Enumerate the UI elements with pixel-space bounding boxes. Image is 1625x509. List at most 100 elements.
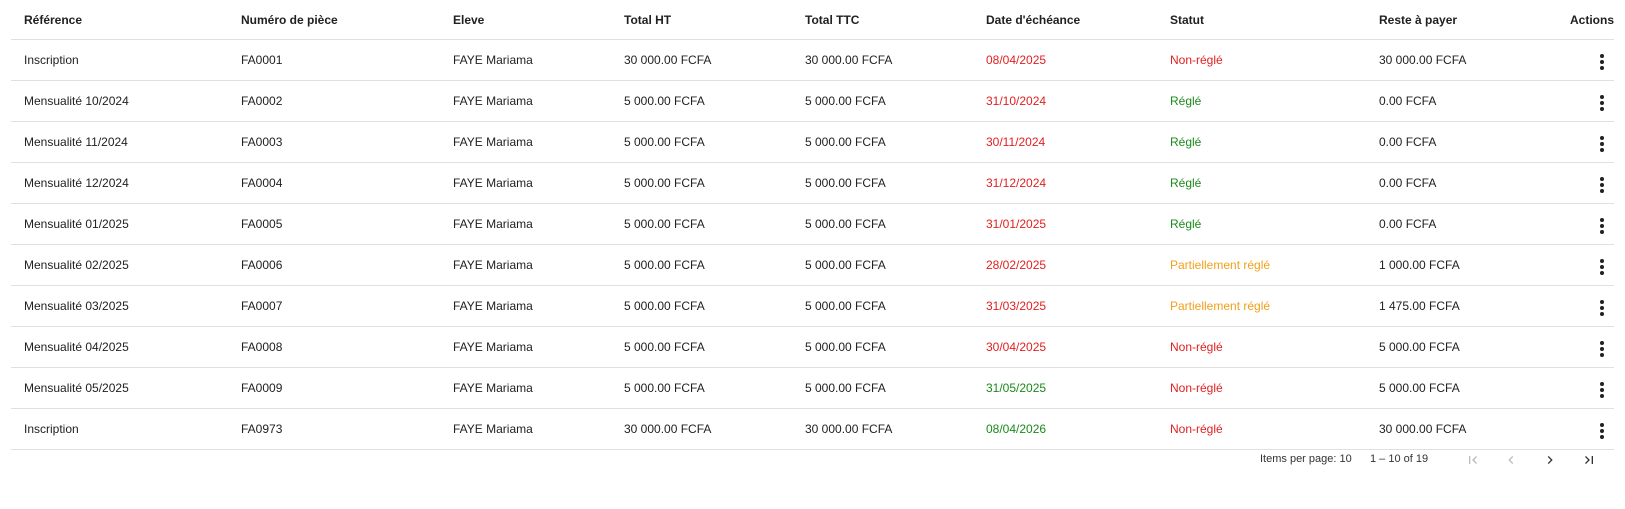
- paginator: Items per page: 10 1 – 10 of 19: [0, 453, 1625, 465]
- total-ht-cell: 5 000.00 FCFA: [624, 381, 705, 395]
- table-row[interactable]: Mensualité 11/2024 FA0003 FAYE Mariama 5 00…: [11, 122, 1614, 163]
- more-vert-icon: [1600, 53, 1604, 70]
- reference-cell: Mensualité 11/2024: [24, 135, 128, 149]
- header-total-ttc[interactable]: Total TTC: [805, 12, 860, 27]
- eleve-cell: FAYE Mariama: [453, 299, 533, 313]
- numero-cell: FA0008: [241, 340, 283, 354]
- more-vert-icon: [1600, 340, 1604, 357]
- total-ht-cell: 5 000.00 FCFA: [624, 340, 705, 354]
- eleve-cell: FAYE Mariama: [453, 381, 533, 395]
- numero-cell: FA0007: [241, 299, 283, 313]
- numero-cell: FA0973: [241, 422, 283, 436]
- chevron-right-icon: [1547, 456, 1553, 464]
- numero-cell: FA0009: [241, 381, 283, 395]
- echeance-cell: 30/04/2025: [986, 340, 1047, 354]
- previous-page-button[interactable]: [1499, 448, 1523, 472]
- eleve-cell: FAYE Mariama: [453, 422, 533, 436]
- actions-cell: [1556, 88, 1614, 115]
- row-actions-button[interactable]: [1590, 173, 1614, 197]
- last-page-button[interactable]: [1577, 448, 1601, 472]
- more-vert-icon: [1600, 381, 1604, 398]
- more-vert-icon: [1600, 258, 1604, 275]
- echeance-cell: 08/04/2026: [986, 422, 1047, 436]
- items-per-page[interactable]: Items per page: 10: [1260, 453, 1352, 465]
- actions-cell: [1556, 334, 1614, 361]
- echeance-cell: 31/03/2025: [986, 299, 1047, 313]
- eleve-cell: FAYE Mariama: [453, 176, 533, 190]
- reference-cell: Mensualité 01/2025: [24, 217, 129, 231]
- invoices-table: Référence Numéro de pièce Eleve Total HT…: [11, 0, 1614, 450]
- table-row[interactable]: Mensualité 03/2025 FA0007 FAYE Mariama 5 00…: [11, 286, 1614, 327]
- statut-cell: Réglé: [1170, 135, 1202, 149]
- row-actions-button[interactable]: [1590, 419, 1614, 443]
- eleve-cell: FAYE Mariama: [453, 94, 533, 108]
- table-row[interactable]: Mensualité 01/2025 FA0005 FAYE Mariama 5 00…: [11, 204, 1614, 245]
- row-actions-button[interactable]: [1590, 132, 1614, 156]
- row-actions-button[interactable]: [1590, 91, 1614, 115]
- numero-cell: FA0001: [241, 53, 283, 67]
- table-row[interactable]: Mensualité 05/2025 FA0009 FAYE Mariama 5 00…: [11, 368, 1614, 409]
- total-ttc-cell: 5 000.00 FCFA: [805, 135, 886, 149]
- items-per-page-value[interactable]: 10: [1339, 453, 1352, 465]
- numero-cell: FA0003: [241, 135, 283, 149]
- header-eleve[interactable]: Eleve: [453, 12, 485, 27]
- echeance-cell: 31/05/2025: [986, 381, 1047, 395]
- echeance-cell: 31/12/2024: [986, 176, 1047, 190]
- total-ttc-cell: 5 000.00 FCFA: [805, 381, 886, 395]
- reste-cell: 0.00 FCFA: [1379, 217, 1437, 231]
- reste-cell: 30 000.00 FCFA: [1379, 422, 1467, 436]
- table-row[interactable]: Inscription FA0001 FAYE Mariama 30 000.00 F…: [11, 40, 1614, 81]
- next-page-button[interactable]: [1538, 448, 1562, 472]
- statut-cell: Réglé: [1170, 217, 1202, 231]
- actions-cell: [1556, 129, 1614, 156]
- header-reste-a-payer[interactable]: Reste à payer: [1379, 12, 1458, 27]
- total-ttc-cell: 5 000.00 FCFA: [805, 176, 886, 190]
- table-row[interactable]: Inscription FA0973 FAYE Mariama 30 000.00 F…: [11, 409, 1614, 450]
- reference-cell: Mensualité 10/2024: [24, 94, 129, 108]
- echeance-cell: 08/04/2025: [986, 53, 1047, 67]
- table-row[interactable]: Mensualité 12/2024 FA0004 FAYE Mariama 5 00…: [11, 163, 1614, 204]
- table-row[interactable]: Mensualité 02/2025 FA0006 FAYE Mariama 5 00…: [11, 245, 1614, 286]
- total-ttc-cell: 5 000.00 FCFA: [805, 258, 886, 272]
- total-ttc-cell: 5 000.00 FCFA: [805, 217, 886, 231]
- reste-cell: 1 475.00 FCFA: [1379, 299, 1460, 313]
- row-actions-button[interactable]: [1590, 255, 1614, 279]
- actions-cell: [1556, 375, 1614, 402]
- reference-cell: Inscription: [24, 422, 79, 436]
- header-reference[interactable]: Référence: [24, 12, 83, 27]
- header-date-echeance[interactable]: Date d'échéance: [986, 12, 1081, 27]
- row-actions-button[interactable]: [1590, 50, 1614, 74]
- row-actions-button[interactable]: [1590, 214, 1614, 238]
- statut-cell: Non-réglé: [1170, 53, 1223, 67]
- table-row[interactable]: Mensualité 10/2024 FA0002 FAYE Mariama 5 00…: [11, 81, 1614, 122]
- chevron-left-icon: [1508, 456, 1514, 464]
- echeance-cell: 28/02/2025: [986, 258, 1047, 272]
- reference-cell: Mensualité 05/2025: [24, 381, 129, 395]
- reference-cell: Mensualité 04/2025: [24, 340, 129, 354]
- header-statut[interactable]: Statut: [1170, 12, 1204, 27]
- reference-cell: Inscription: [24, 53, 79, 67]
- first-page-button[interactable]: [1461, 448, 1485, 472]
- statut-cell: Non-réglé: [1170, 381, 1223, 395]
- reste-cell: 5 000.00 FCFA: [1379, 381, 1460, 395]
- table-row[interactable]: Mensualité 04/2025 FA0008 FAYE Mariama 5 00…: [11, 327, 1614, 368]
- eleve-cell: FAYE Mariama: [453, 258, 533, 272]
- statut-cell: Réglé: [1170, 94, 1202, 108]
- row-actions-button[interactable]: [1590, 378, 1614, 402]
- actions-cell: [1556, 252, 1614, 279]
- echeance-cell: 31/10/2024: [986, 94, 1047, 108]
- total-ht-cell: 30 000.00 FCFA: [624, 53, 712, 67]
- header-total-ht[interactable]: Total HT: [624, 12, 672, 27]
- items-per-page-label: Items per page:: [1260, 453, 1337, 465]
- more-vert-icon: [1600, 135, 1604, 152]
- eleve-cell: FAYE Mariama: [453, 340, 533, 354]
- statut-cell: Partiellement réglé: [1170, 258, 1271, 272]
- total-ht-cell: 5 000.00 FCFA: [624, 258, 705, 272]
- row-actions-button[interactable]: [1590, 296, 1614, 320]
- total-ht-cell: 30 000.00 FCFA: [624, 422, 712, 436]
- row-actions-button[interactable]: [1590, 337, 1614, 361]
- total-ht-cell: 5 000.00 FCFA: [624, 299, 705, 313]
- total-ttc-cell: 30 000.00 FCFA: [805, 53, 893, 67]
- total-ht-cell: 5 000.00 FCFA: [624, 217, 705, 231]
- header-numero[interactable]: Numéro de pièce: [241, 12, 338, 27]
